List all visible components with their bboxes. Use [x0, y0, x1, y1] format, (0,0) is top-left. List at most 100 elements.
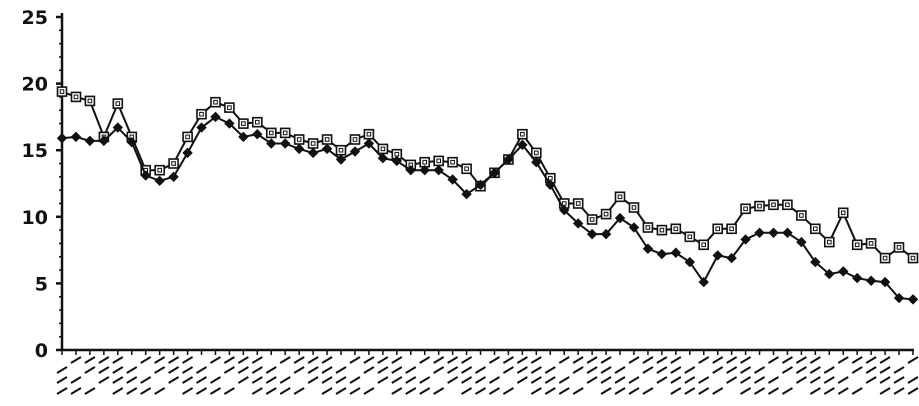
series-2-point [712, 250, 723, 261]
series-2-point [419, 164, 430, 176]
x-tick-label-garbled [377, 356, 389, 384]
series-2-point [838, 266, 849, 277]
x-tick-label-garbled [586, 356, 598, 384]
x-tick-label-garbled [712, 356, 724, 395]
series-2-point [489, 167, 500, 179]
series-layer [56, 86, 919, 305]
series-2-point [907, 294, 919, 305]
x-tick-label-garbled [293, 356, 305, 395]
series-1-point [210, 96, 221, 108]
x-tick-label-garbled [391, 356, 403, 395]
series-1-point [628, 202, 640, 213]
x-tick-label-garbled [488, 356, 500, 395]
series-1-point [335, 144, 347, 156]
series-2-point [363, 138, 375, 149]
series-2-point [461, 188, 472, 200]
x-tick-label-garbled [70, 356, 82, 395]
series-1-point [349, 134, 361, 145]
series-1-point [279, 127, 291, 139]
series-2-point [670, 247, 682, 258]
y-tick-label: 5 [35, 273, 48, 295]
series-2-point [377, 152, 389, 164]
series-2-point [280, 138, 291, 149]
x-tick-label-garbled [168, 356, 180, 384]
series-2-point [321, 143, 333, 155]
series-2-point [545, 179, 556, 191]
series-2-point [349, 146, 361, 157]
series-2-point [824, 268, 835, 280]
series-1-point [614, 191, 626, 203]
y-tick-label: 20 [22, 74, 48, 96]
series-2-point [293, 143, 305, 155]
series-2-point [726, 252, 737, 264]
series-2-point [698, 276, 709, 288]
x-tick-label-garbled [447, 356, 459, 384]
series-1-point [893, 242, 905, 253]
series-2-point [642, 243, 654, 254]
series-2-point [628, 222, 640, 233]
series-1-point [851, 239, 863, 251]
x-tick-label-garbled [795, 356, 807, 384]
x-tick-label-garbled [809, 356, 821, 395]
series-2-point [865, 275, 877, 286]
x-tick-label-garbled [154, 356, 166, 395]
series-2-point [572, 218, 584, 229]
x-tick-label-garbled [363, 356, 375, 395]
series-2-point [447, 174, 458, 185]
series-2-point [210, 111, 221, 123]
x-tick-label-garbled [767, 356, 780, 395]
series-2-point [196, 122, 207, 133]
series-1-point [321, 134, 333, 145]
x-tick-label-garbled [558, 356, 570, 395]
series-2-point [740, 234, 751, 245]
x-tick-label-garbled [851, 356, 863, 395]
x-tick-labels-illegible [56, 356, 919, 395]
series-2-point [112, 122, 124, 133]
series-2 [56, 111, 919, 305]
x-tick-label-garbled [893, 366, 905, 395]
x-tick-label-garbled [865, 356, 877, 384]
series-1-point [572, 198, 584, 209]
series-1-point [56, 86, 68, 97]
x-tick-label-garbled [307, 356, 319, 384]
series-1-point [796, 210, 807, 221]
x-tick-label-garbled [405, 366, 417, 395]
x-tick-label-garbled [265, 366, 277, 395]
series-2-point [140, 170, 151, 181]
x-tick-label-garbled [684, 366, 696, 395]
series-2-point [266, 138, 277, 149]
series-2-point [754, 227, 765, 238]
x-tick-label-garbled [223, 356, 235, 395]
series-2-point [168, 171, 179, 183]
series-1-point [363, 128, 375, 140]
x-tick-label-garbled [628, 356, 640, 395]
series-2-point [782, 227, 793, 238]
x-axis [61, 348, 914, 355]
x-tick-label-garbled [754, 366, 766, 395]
series-1-point [70, 91, 82, 103]
x-tick-label-garbled [879, 356, 891, 395]
series-2-point [517, 139, 528, 151]
series-2-point [768, 227, 779, 238]
x-tick-label-garbled [140, 356, 152, 395]
series-2-point [879, 276, 891, 288]
x-tick-label-garbled [279, 356, 291, 395]
series-1-point [726, 223, 737, 235]
x-tick-label-garbled [837, 356, 849, 395]
series-2-point [614, 212, 626, 224]
series-1-point [154, 164, 165, 176]
x-tick-label-garbled [98, 356, 110, 384]
x-tick-label-garbled [502, 356, 514, 395]
series-1-point [265, 127, 277, 139]
series-1-point [740, 203, 751, 215]
series-2-point [307, 147, 319, 159]
series-2-point [98, 135, 110, 147]
x-tick-label-garbled [349, 356, 361, 395]
series-1-point [879, 252, 891, 264]
series-2-point [810, 256, 821, 268]
x-tick-label-garbled [237, 356, 249, 384]
x-tick-label-garbled [530, 356, 542, 395]
y-tick-label: 15 [22, 140, 48, 162]
series-1-point [307, 138, 319, 149]
